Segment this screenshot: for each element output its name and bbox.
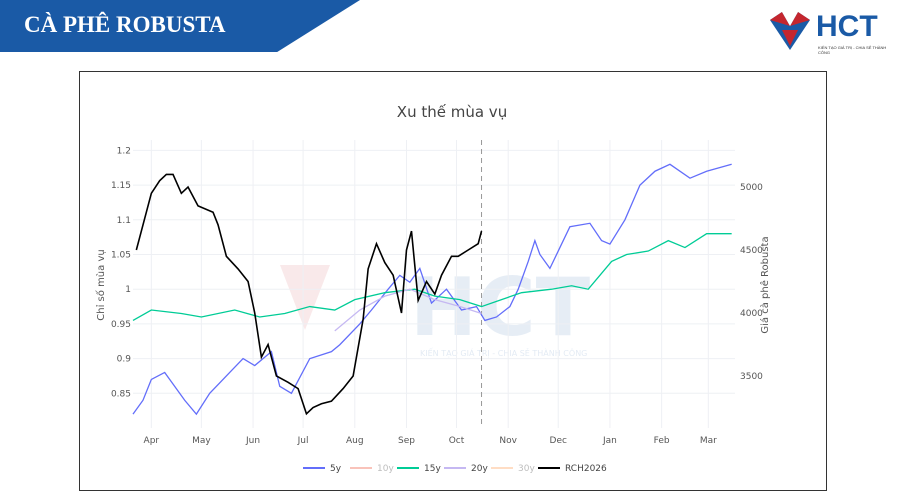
y2-tick-label: 3500 xyxy=(740,372,763,382)
y-tick-label: 1.2 xyxy=(117,146,131,156)
x-tick-label: Aug xyxy=(346,436,364,446)
y2-axis-label: Giá cà phê Robusta xyxy=(759,236,771,333)
legend-item-10y[interactable]: 10y xyxy=(377,464,394,474)
x-tick-label: May xyxy=(192,436,211,446)
x-tick-label: Apr xyxy=(144,436,160,446)
legend-item-30y[interactable]: 30y xyxy=(518,464,535,474)
legend-item-15y[interactable]: 15y xyxy=(424,464,441,474)
x-tick-label: Oct xyxy=(449,436,465,446)
logo-diamond-icon xyxy=(770,12,810,50)
y2-tick-label: 5000 xyxy=(740,183,763,193)
title-banner: CÀ PHÊ ROBUSTA xyxy=(0,0,360,52)
x-tick-label: Dec xyxy=(550,436,567,446)
series-line-15y xyxy=(132,233,732,321)
logo-text: HCT xyxy=(816,10,878,43)
series-line-rch2026 xyxy=(135,173,483,416)
y-tick-label: 1.05 xyxy=(111,251,131,261)
x-tick-label: Nov xyxy=(499,436,517,446)
x-tick-label: Jun xyxy=(245,436,260,446)
chart-title: Xu thế mùa vụ xyxy=(397,103,507,121)
x-tick-label: Jul xyxy=(297,436,309,446)
y-axis-label: Chỉ số mùa vụ xyxy=(95,249,107,320)
y-tick-label: 1.15 xyxy=(111,181,131,191)
y-tick-label: 0.9 xyxy=(117,355,132,365)
y-tick-label: 0.85 xyxy=(111,389,131,399)
x-tick-label: Jan xyxy=(602,436,617,446)
y-tick-label: 0.95 xyxy=(111,320,131,330)
watermark-text: HCT xyxy=(410,261,591,354)
x-tick-label: Feb xyxy=(654,436,670,446)
page-title: CÀ PHÊ ROBUSTA xyxy=(24,12,226,37)
legend-item-20y[interactable]: 20y xyxy=(471,464,488,474)
y2-tick-label: 4000 xyxy=(740,309,763,319)
legend-item-5y[interactable]: 5y xyxy=(330,464,342,474)
y-tick-label: 1.1 xyxy=(117,216,131,226)
y2-tick-label: 4500 xyxy=(740,246,763,256)
series-line-20y xyxy=(334,288,482,332)
legend-item-rch2026[interactable]: RCH2026 xyxy=(565,464,607,474)
watermark: HCT xyxy=(280,261,591,354)
chart-frame xyxy=(79,71,827,491)
y-tick-label: 1 xyxy=(125,285,131,295)
x-tick-label: Mar xyxy=(700,436,717,446)
logo-tagline: KIẾN TẠO GIÁ TRỊ - CHIA SẺ THÀNH CÔNG xyxy=(818,45,887,55)
hct-logo: HCT KIẾN TẠO GIÁ TRỊ - CHIA SẺ THÀNH CÔN… xyxy=(766,10,896,55)
x-tick-label: Sep xyxy=(398,436,415,446)
watermark-tagline: KIẾN TẠO GIÁ TRỊ - CHIA SẺ THÀNH CÔNG xyxy=(420,347,587,359)
